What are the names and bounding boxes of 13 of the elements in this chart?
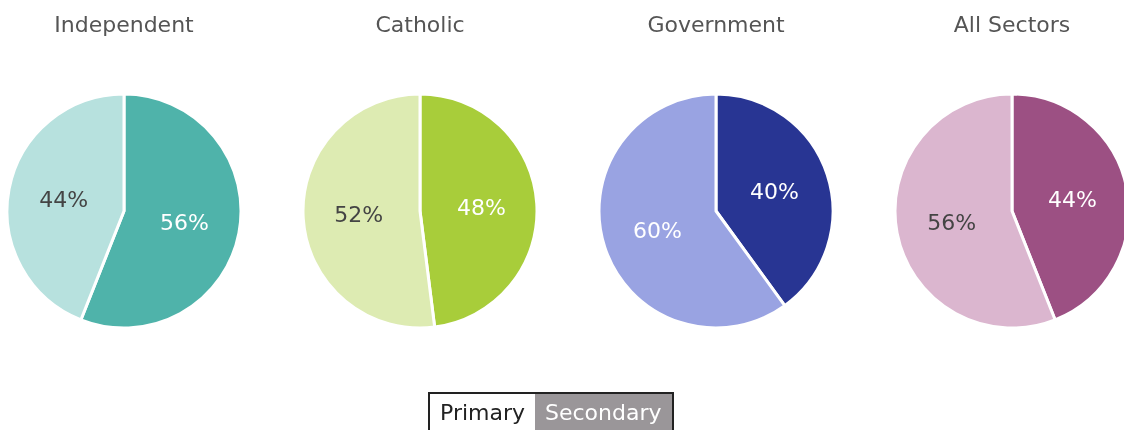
data-label: 40% [750, 179, 799, 205]
data-label: 44% [1047, 186, 1097, 212]
data-label: 44% [39, 186, 89, 212]
data-label: 56% [159, 210, 209, 236]
chart-title: All Sectors [953, 11, 1071, 37]
chart-title: Independent [54, 11, 195, 37]
chart-title: Catholic [375, 11, 465, 37]
data-label: 48% [456, 194, 506, 220]
data-label: 52% [334, 202, 384, 228]
data-label: 60% [633, 217, 682, 243]
toggle-switch: Primary Secondary [428, 392, 674, 430]
chart-title: Government [647, 11, 785, 37]
data-label: 56% [927, 210, 977, 236]
